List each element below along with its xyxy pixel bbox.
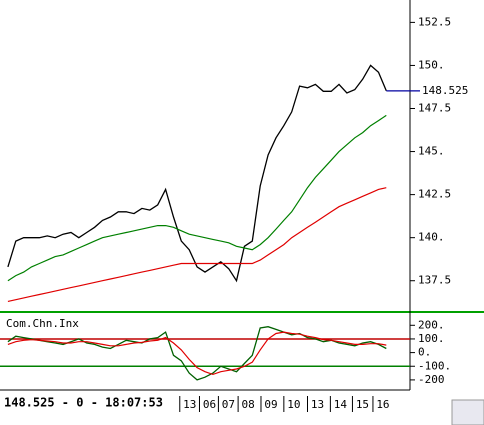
y-tick-label: 137.5 — [418, 274, 451, 287]
x-tick-label: 06 — [203, 398, 216, 411]
series-line — [7, 326, 387, 381]
y-tick-label: 0. — [418, 346, 431, 359]
x-tick-label: 13 — [183, 398, 196, 411]
x-tick-label: 08 — [241, 398, 254, 411]
y-tick-label: 152.5 — [418, 15, 451, 28]
y-tick-label: 147.5 — [418, 102, 451, 115]
y-tick-label: 100. — [418, 332, 445, 345]
indicator-title: Com.Chn.Inx — [6, 317, 79, 330]
series-line — [7, 114, 387, 282]
y-tick-label: -200 — [418, 373, 445, 386]
y-tick-label: 140. — [418, 231, 445, 244]
status-text: 148.525 - 0 - 18:07:53 — [4, 396, 163, 410]
series-line — [7, 187, 387, 302]
x-tick-label: 07 — [222, 398, 235, 411]
y-tick-label: 145. — [418, 145, 445, 158]
x-tick-label: 15 — [356, 398, 369, 411]
series-line — [7, 331, 387, 376]
y-tick-label: 150. — [418, 58, 445, 71]
y-tick-label: 200. — [418, 318, 445, 331]
x-tick-label: 09 — [264, 398, 277, 411]
y-tick-label: -100. — [418, 359, 451, 372]
toolbar-button[interactable] — [451, 399, 484, 425]
x-tick-label: 13 — [311, 398, 324, 411]
y-tick-label: 142.5 — [418, 188, 451, 201]
x-tick-label: 16 — [376, 398, 389, 411]
x-tick-label: 14 — [334, 398, 348, 411]
series-line — [7, 64, 387, 283]
last-price-label: 148.525 — [422, 84, 468, 97]
x-tick-label: 10 — [287, 398, 300, 411]
